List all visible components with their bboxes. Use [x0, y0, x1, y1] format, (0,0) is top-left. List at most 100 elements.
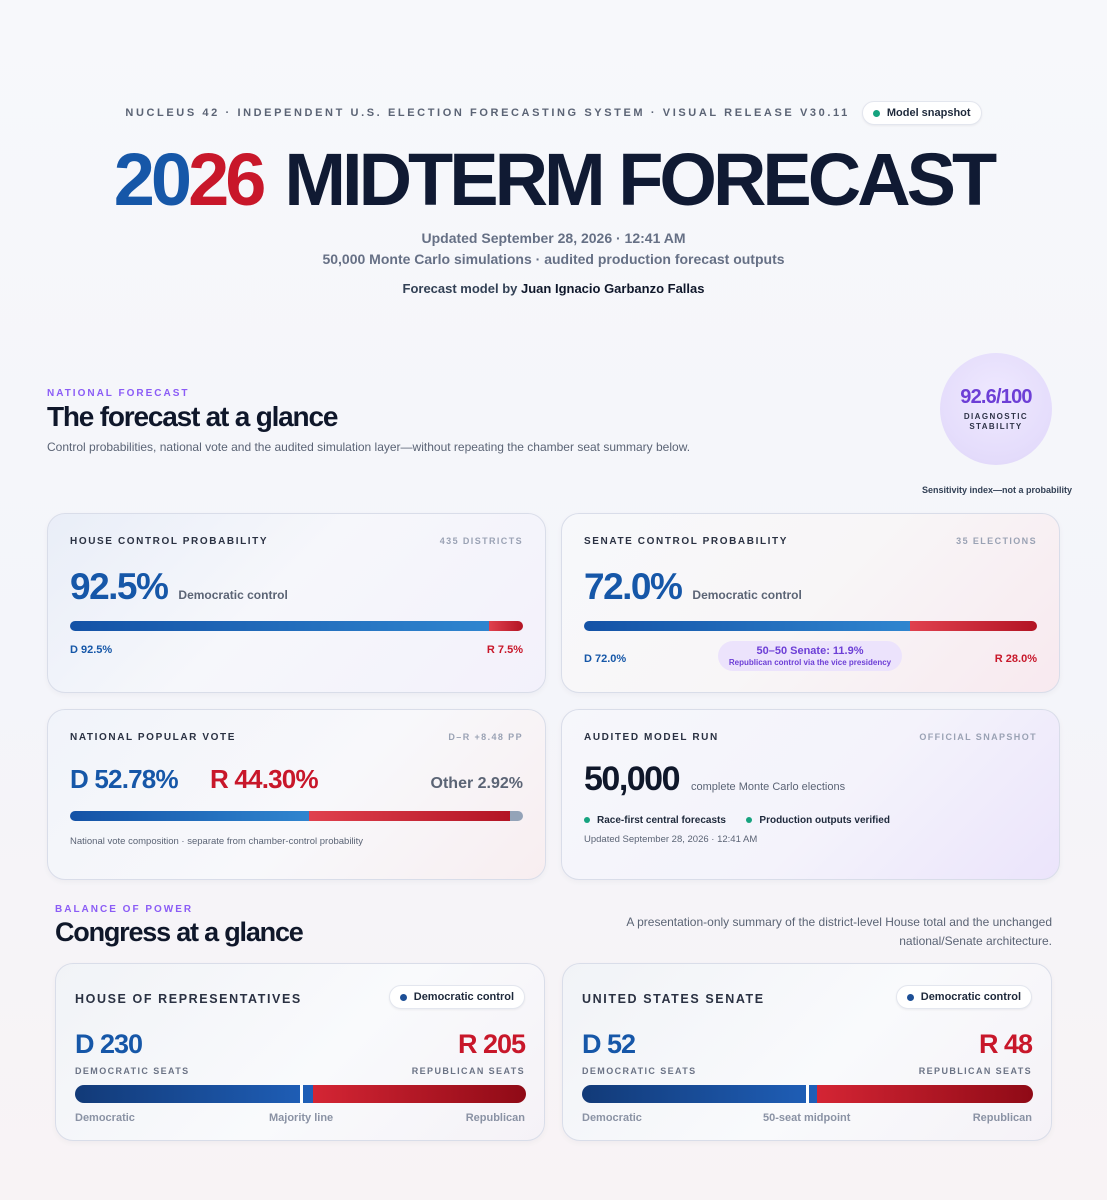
house-foot-right: Republican [465, 1112, 525, 1124]
vote-d-segment [70, 811, 310, 821]
model-snapshot-pill[interactable]: Model snapshot [861, 101, 982, 125]
majority-line-marker [299, 1085, 303, 1103]
diagnostic-label-line-1: DIAGNOSTIC [963, 412, 1029, 421]
run-updated: Updated September 28, 2026 · 12:41 AM [584, 834, 758, 845]
house-control-pill-label: Democratic control [413, 991, 514, 1003]
card-title: NATIONAL POPULAR VOTE [70, 732, 237, 743]
vote-note: National vote composition · separate fro… [70, 836, 364, 847]
house-r-label: R 7.5% [486, 644, 523, 656]
house-d-seats: D 230 [75, 1029, 143, 1059]
senate-seats-card: UNITED STATES SENATE Democratic control … [562, 963, 1052, 1141]
senate-tie-title: 50–50 Senate: 11.9% [756, 645, 864, 657]
check-race-first: Race-first central forecasts [584, 815, 726, 826]
check-dot-icon [584, 817, 590, 823]
senate-control-pill: Democratic control [895, 985, 1032, 1009]
model-run-card: AUDITED MODEL RUN OFFICIAL SNAPSHOT 50,0… [561, 709, 1060, 880]
house-seat-r-segment [313, 1085, 526, 1103]
vote-d-value: D 52.78% [70, 764, 179, 794]
system-line: NUCLEUS 42 · INDEPENDENT U.S. ELECTION F… [125, 107, 850, 119]
house-probability-caption: Democratic control [178, 588, 288, 602]
house-r-segment [489, 621, 523, 631]
senate-control-pill-label: Democratic control [920, 991, 1021, 1003]
card-meta: OFFICIAL SNAPSHOT [919, 732, 1037, 742]
house-d-label: D 92.5% [70, 644, 113, 656]
diagnostic-label: DIAGNOSTIC STABILITY [964, 412, 1028, 432]
balance-note-line-1: A presentation-only summary of the distr… [626, 915, 1052, 929]
national-title: The forecast at a glance [47, 401, 338, 432]
updated-timestamp: Updated September 28, 2026 · 12:41 AM [421, 230, 686, 246]
model-snapshot-label: Model snapshot [886, 107, 971, 119]
check-race-first-label: Race-first central forecasts [597, 814, 726, 826]
card-meta: D–R +8.48 PP [448, 732, 523, 742]
simulation-summary: 50,000 Monte Carlo simulations · audited… [322, 251, 785, 267]
sensitivity-note: Sensitivity index—not a probability [921, 485, 1072, 495]
check-dot-icon [746, 817, 753, 823]
senate-probability-bar [584, 621, 1037, 631]
balance-note-line-2: national/Senate architecture. [899, 934, 1052, 948]
popular-vote-card: NATIONAL POPULAR VOTE D–R +8.48 PP D 52.… [47, 709, 546, 880]
vote-r-value: R 44.30% [210, 764, 319, 794]
byline: Forecast model by Juan Ignacio Garbanzo … [0, 281, 1107, 296]
vote-other-segment [509, 811, 523, 821]
page-title: 2026 MIDTERM FORECAST [0, 140, 1107, 220]
diagnostic-score: 92.6/100 [960, 386, 1032, 408]
national-eyebrow: NATIONAL FORECAST [47, 388, 190, 399]
balance-eyebrow: BALANCE OF POWER [55, 904, 194, 915]
check-production-label: Production outputs verified [759, 814, 890, 826]
popular-vote-bar [70, 811, 523, 821]
house-seats-card: HOUSE OF REPRESENTATIVES Democratic cont… [55, 963, 545, 1141]
senate-foot-mid: 50-seat midpoint [763, 1112, 851, 1124]
house-foot-left: Democratic [75, 1112, 135, 1124]
midpoint-line-marker [806, 1085, 809, 1103]
senate-d-label: D 72.0% [584, 653, 627, 665]
senate-foot-right: Republican [972, 1112, 1032, 1124]
house-seats-title: HOUSE OF REPRESENTATIVES [75, 992, 302, 1006]
header-eyebrow: NUCLEUS 42 · INDEPENDENT U.S. ELECTION F… [0, 100, 1107, 126]
senate-probability-caption: Democratic control [692, 588, 802, 602]
national-subtitle: Control probabilities, national vote and… [47, 440, 691, 454]
senate-r-seats: R 48 [978, 1029, 1033, 1059]
senate-r-caption: REPUBLICAN SEATS [918, 1066, 1032, 1076]
house-seat-bar [75, 1085, 526, 1103]
house-d-caption: DEMOCRATIC SEATS [75, 1066, 190, 1076]
house-d-segment [70, 621, 490, 631]
status-dot-icon [872, 109, 880, 117]
house-control-pill: Democratic control [388, 985, 525, 1009]
byline-author: Juan Ignacio Garbanzo Fallas [521, 281, 705, 296]
simulation-count-caption: complete Monte Carlo elections [691, 781, 846, 793]
senate-seat-d-segment [582, 1085, 817, 1103]
senate-tie-note: Republican control via the vice presiden… [728, 658, 892, 667]
card-meta: 435 DISTRICTS [439, 536, 523, 546]
senate-seat-r-segment [816, 1085, 1033, 1103]
update-info: Updated September 28, 2026 · 12:41 AM 50… [0, 228, 1107, 270]
vote-r-segment [309, 811, 510, 821]
diagnostic-label-line-2: STABILITY [969, 422, 1023, 431]
senate-r-label: R 28.0% [994, 653, 1037, 665]
senate-seats-title: UNITED STATES SENATE [582, 992, 765, 1006]
senate-d-caption: DEMOCRATIC SEATS [582, 1066, 697, 1076]
diagnostic-stability-badge: 92.6/100 DIAGNOSTIC STABILITY [940, 353, 1052, 465]
title-year-part-2: 26 [188, 138, 266, 221]
house-foot-mid: Majority line [269, 1112, 334, 1124]
card-meta: 35 ELECTIONS [956, 536, 1037, 546]
verification-checks: Race-first central forecasts Production … [584, 810, 906, 828]
card-title: AUDITED MODEL RUN [584, 732, 719, 743]
senate-probability-value: 72.0% [584, 566, 683, 607]
vote-other-value: Other 2.92% [430, 775, 523, 792]
house-probability-value: 92.5% [70, 566, 169, 607]
balance-note: A presentation-only summary of the distr… [626, 913, 1052, 951]
house-seat-d-segment [75, 1085, 314, 1103]
senate-foot-left: Democratic [582, 1112, 642, 1124]
senate-d-seats: D 52 [582, 1029, 636, 1059]
senate-d-segment [584, 621, 911, 631]
simulation-count: 50,000 [584, 760, 681, 798]
control-dot-icon [399, 993, 407, 1001]
balance-title: Congress at a glance [55, 917, 304, 947]
title-year-part-1: 20 [113, 138, 192, 221]
check-production-verified: Production outputs verified [746, 815, 890, 826]
house-r-caption: REPUBLICAN SEATS [411, 1066, 525, 1076]
house-control-card: HOUSE CONTROL PROBABILITY 435 DISTRICTS … [47, 513, 546, 693]
card-title: SENATE CONTROL PROBABILITY [584, 536, 789, 547]
card-title: HOUSE CONTROL PROBABILITY [70, 536, 269, 547]
senate-seat-bar [582, 1085, 1033, 1103]
